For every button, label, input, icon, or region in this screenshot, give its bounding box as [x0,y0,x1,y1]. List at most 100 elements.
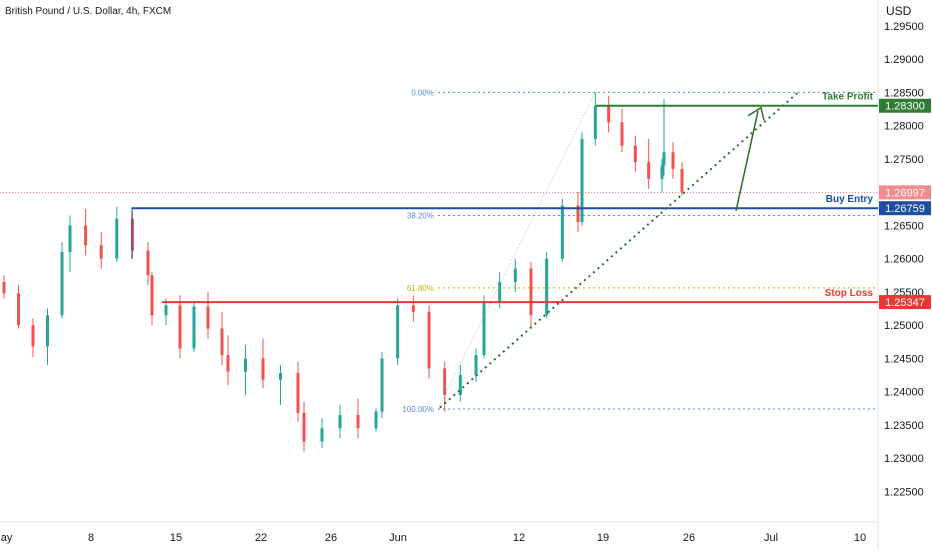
chart-title: British Pound / U.S. Dollar, 4h, FXCM [5,6,172,17]
candle [2,275,6,299]
y-tick-label: 1.26000 [884,254,924,266]
candle [580,132,584,226]
x-tick-label: 12 [513,532,525,544]
candle [458,365,462,402]
candle-body [178,305,182,349]
candle-body [84,225,88,246]
candle [115,206,119,262]
candle-body [296,373,300,413]
y-tick-label: 1.25000 [884,320,924,332]
candle [576,192,580,233]
candle-body [320,428,324,442]
candle [320,418,324,449]
x-tick-label: May [0,532,13,544]
candle [660,158,664,193]
x-tick-label: 8 [88,532,94,544]
candle [560,198,564,262]
candle-body [560,205,564,259]
candle [396,298,400,366]
candle [46,308,49,366]
fib-level-label: 38.20% [407,211,434,220]
candle [17,285,20,329]
candle [178,295,182,359]
candle-body [647,162,651,179]
current-price-text: 1.26997 [885,187,925,199]
fib-level-label: 61.80% [407,284,434,293]
candle [60,242,64,319]
x-tick-label: 10 [854,532,866,544]
y-tick-label: 1.24500 [884,353,924,365]
candle-body [164,305,168,316]
candle-body [660,165,664,179]
candle-body [680,168,684,193]
x-tick-label: 22 [255,532,267,544]
candle-body [474,355,478,376]
candle [607,95,611,133]
y-tick-label: 1.23500 [884,420,924,432]
candle-body [68,225,72,253]
candle-body [46,315,49,347]
candle [671,142,675,179]
level-price-text: 1.26759 [885,203,925,215]
candle-body [302,412,306,442]
candle [192,301,196,352]
candle [633,135,637,173]
candle [545,252,549,319]
candle-body [662,152,666,166]
candle [513,258,517,292]
x-tick-label: Jul [764,532,778,544]
candle-body [427,311,431,369]
candle-body [60,252,64,316]
candle [84,208,88,256]
candle-body [115,218,119,259]
candle-body [261,358,265,380]
candle-body [244,358,247,372]
y-tick-label: 1.29000 [884,54,924,66]
ascending-trendline [439,91,799,409]
candle [220,311,224,366]
y-tick-label: 1.26500 [884,220,924,232]
candle [244,345,247,395]
y-tick-label: 1.28000 [884,121,924,133]
candle [356,398,360,439]
candle-body [458,375,462,395]
candle [620,109,624,153]
candle-body [482,301,486,356]
candle-body [356,414,360,429]
candle-body [31,325,35,347]
axis-header-bg [879,0,932,18]
level-price-tag [879,295,931,310]
candle [68,215,72,272]
level-price-tag [879,201,931,216]
candle [146,242,150,286]
candle-body [545,258,549,316]
candle [338,404,342,439]
candle [279,365,282,405]
current-price-tag [879,185,931,200]
x-tick-label: 15 [170,532,182,544]
candle-body [338,414,342,429]
candle-body [620,122,624,146]
candle [529,261,533,329]
candle-body [529,268,533,316]
candle [647,138,651,189]
candle-body [607,105,611,123]
candle-body [206,306,210,329]
candle [593,92,597,146]
candle-body [17,293,20,326]
candle-body [279,373,282,380]
fib-diagonal [437,92,596,410]
level-label: Stop Loss [825,288,874,299]
candle [374,408,378,432]
candle-body [633,145,637,163]
candle [206,291,210,339]
currency-label: USD [886,4,912,18]
candle-body [380,358,384,412]
candle-body [146,250,150,276]
y-tick-label: 1.23000 [884,453,924,465]
candle-body [411,305,415,312]
candle-body [580,138,584,223]
